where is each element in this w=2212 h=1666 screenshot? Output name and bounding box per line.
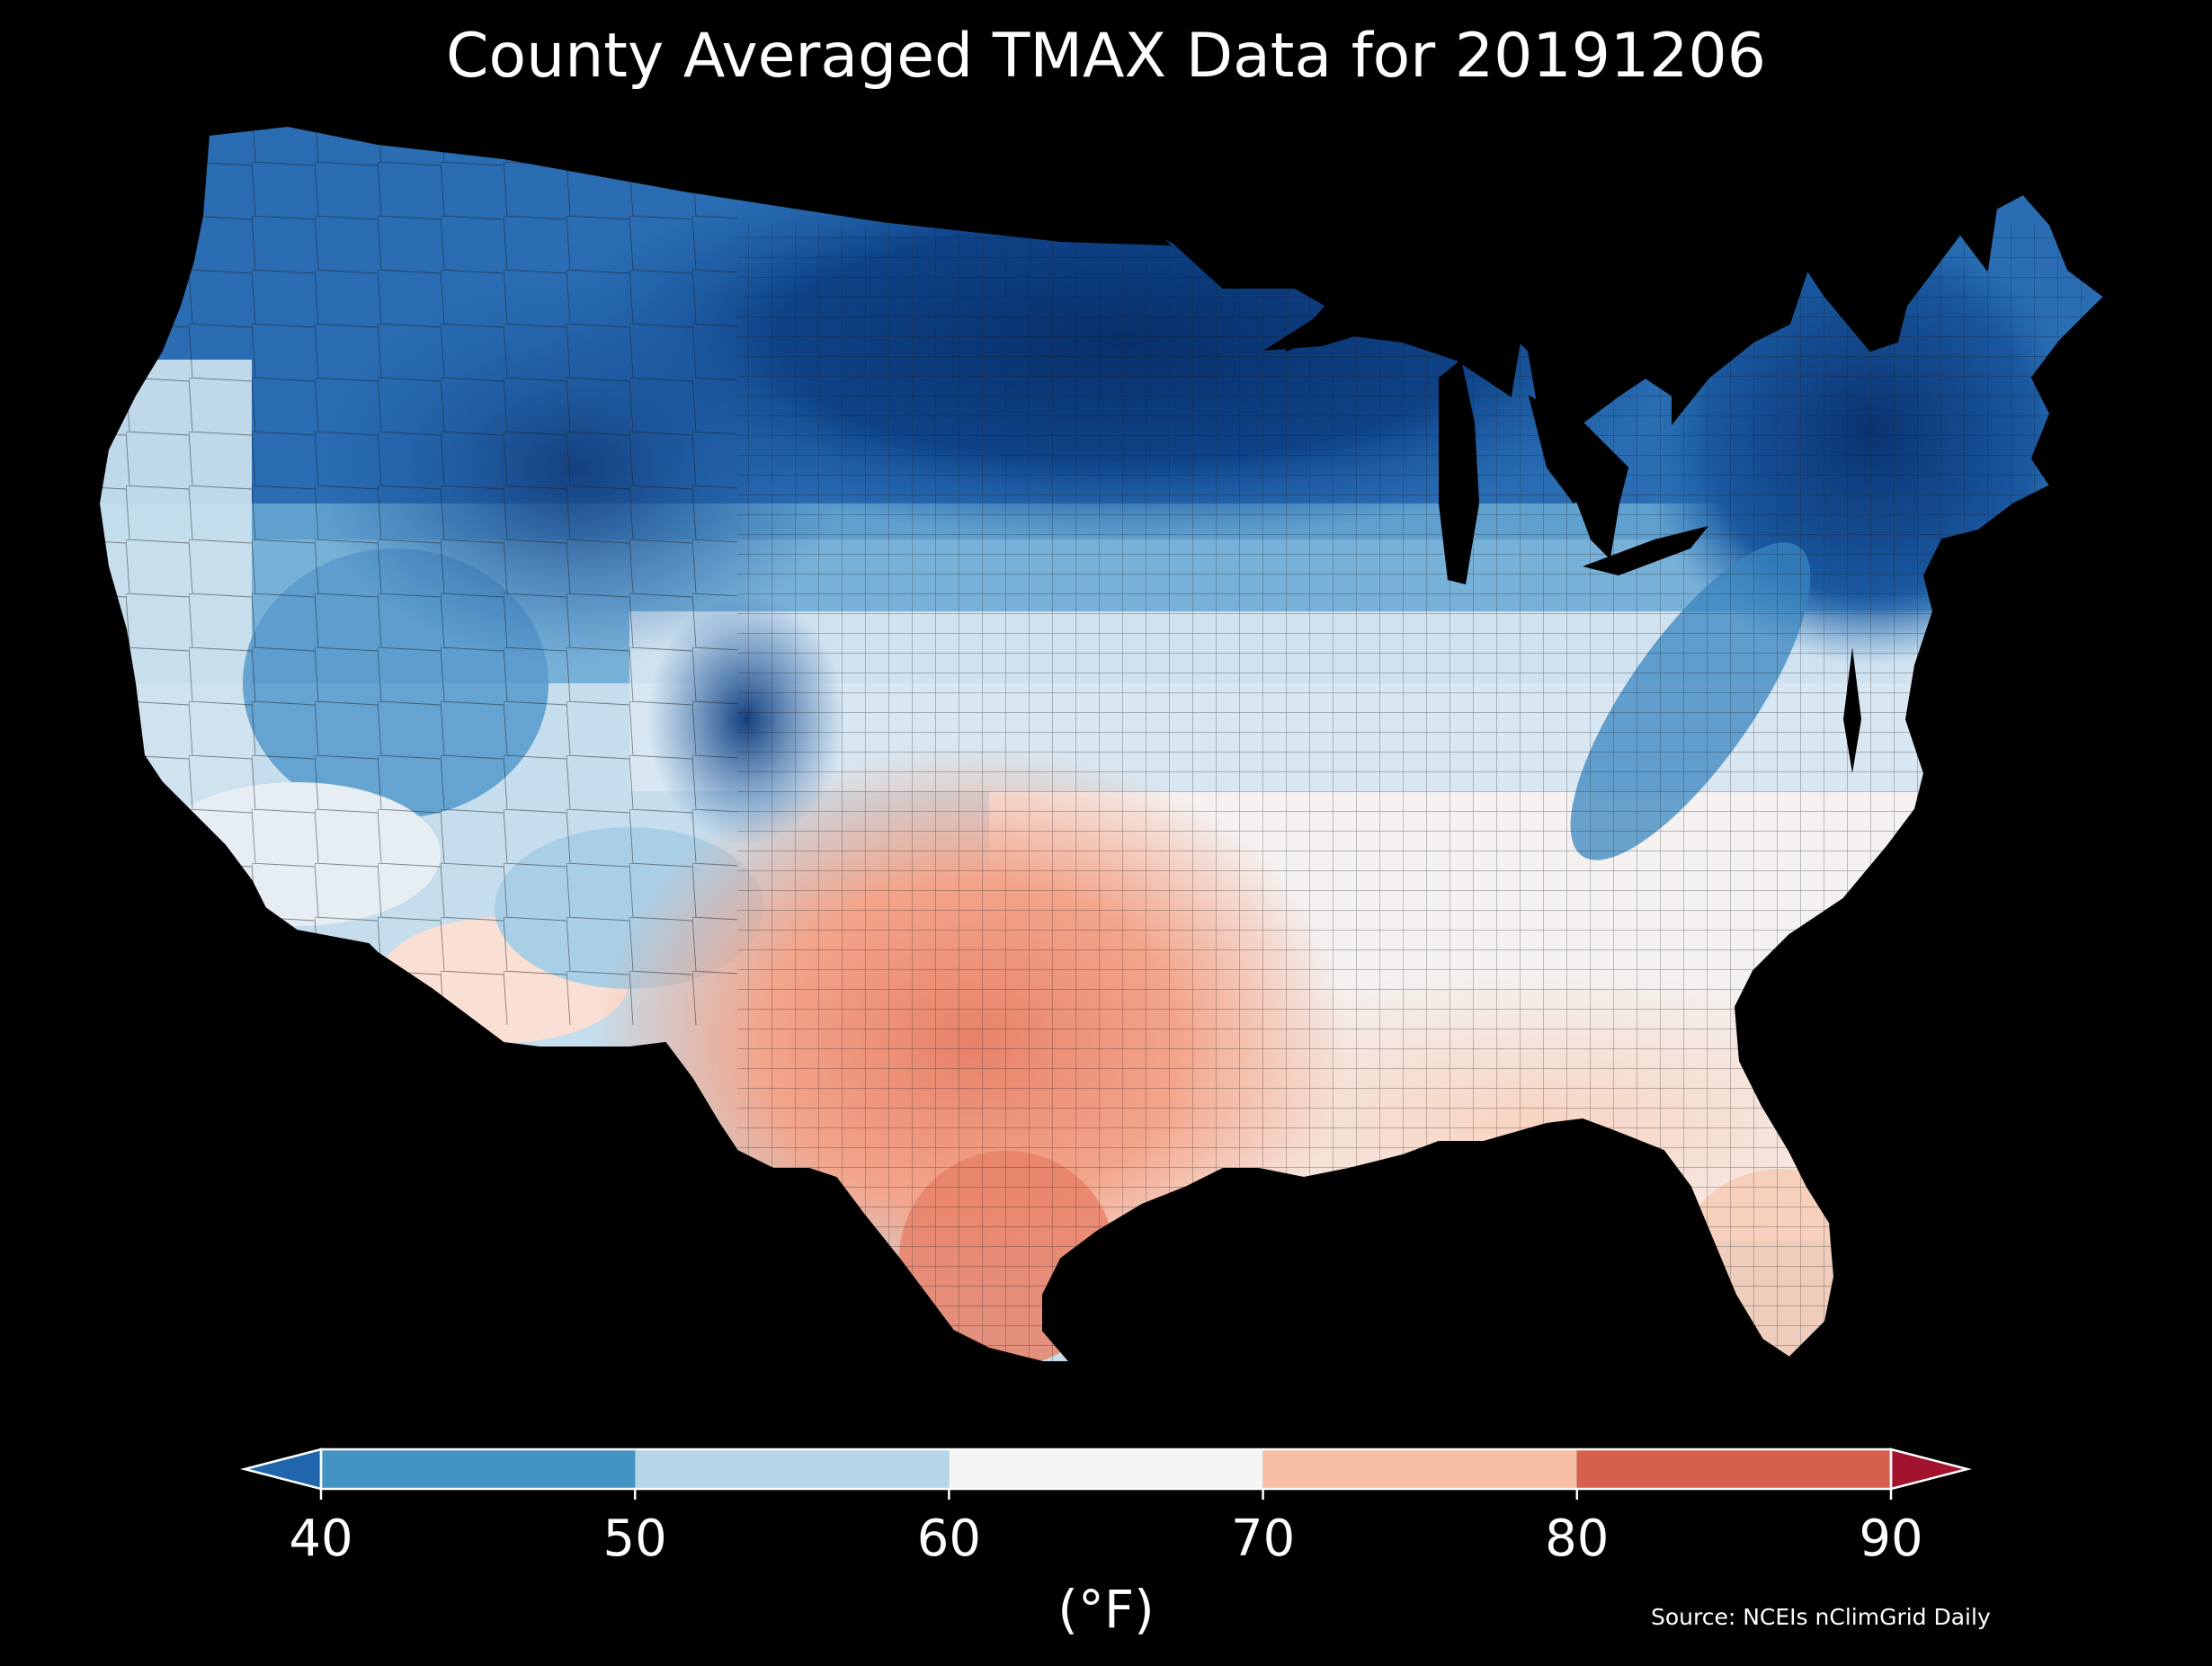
colorbar-units-label: (°F) <box>1057 1579 1155 1640</box>
colorbar-tick-label: 70 <box>1230 1510 1296 1568</box>
colorbar-over-arrow <box>1889 1448 1972 1491</box>
colorbar-tick-label: 60 <box>916 1510 982 1568</box>
colorbar-under-arrow <box>240 1448 323 1491</box>
map-title: County Averaged TMAX Data for 20191206 <box>446 21 1766 92</box>
colorbar-bins <box>321 1449 1891 1489</box>
colorbar-bin-50-60 <box>635 1449 950 1489</box>
chesapeake-bay <box>1843 647 1861 773</box>
colorbar-ticks <box>319 1489 1893 1500</box>
colorbar-tick-label: 40 <box>289 1510 353 1568</box>
colorbar-tick-label: 90 <box>1859 1510 1923 1568</box>
colorbar-tick-label: 50 <box>602 1510 667 1568</box>
colorbar-bin-80-90 <box>1576 1449 1891 1489</box>
colorbar-bin-40-50 <box>321 1449 636 1489</box>
colorbar-tick-label: 80 <box>1545 1510 1610 1568</box>
source-note: Source: NCEIs nClimGrid Daily <box>1651 1604 1991 1630</box>
colorbar-bin-70-80 <box>1262 1449 1577 1489</box>
lake-michigan <box>1439 360 1479 584</box>
colorbar-frame <box>319 1448 1893 1491</box>
colorbar-bin-60-70 <box>949 1449 1263 1489</box>
lake-erie <box>1583 526 1708 575</box>
